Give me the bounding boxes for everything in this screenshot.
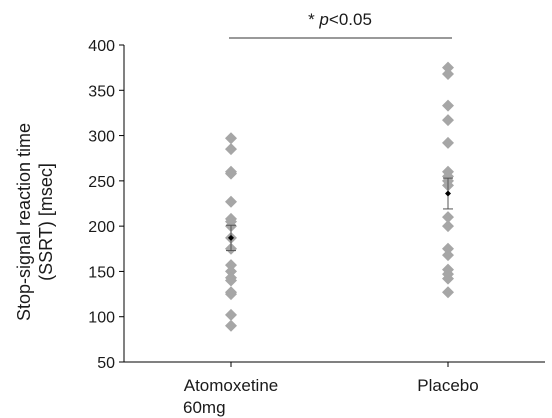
significance-label: * p<0.05 bbox=[308, 10, 372, 29]
data-point bbox=[225, 265, 237, 278]
y-tick-label: 400 bbox=[88, 38, 115, 55]
data-point bbox=[442, 272, 454, 285]
significance-p: p bbox=[318, 10, 328, 29]
significance-annotation: * p<0.05 bbox=[229, 10, 452, 39]
data-point bbox=[442, 136, 454, 149]
data-point bbox=[442, 99, 454, 112]
y-tick-label: 300 bbox=[88, 129, 115, 146]
data-point bbox=[225, 308, 237, 321]
data-point bbox=[442, 249, 454, 262]
data-point bbox=[225, 143, 237, 156]
data-point bbox=[442, 67, 454, 80]
data-point bbox=[225, 167, 237, 180]
data-point bbox=[442, 61, 454, 74]
data-point bbox=[225, 288, 237, 301]
x-categories: Atomoxetine 60mg Placebo bbox=[183, 362, 479, 417]
y-tick-label: 150 bbox=[88, 264, 115, 281]
data-point bbox=[225, 259, 237, 272]
data-point bbox=[225, 274, 237, 287]
data-points bbox=[225, 61, 454, 332]
data-point bbox=[225, 132, 237, 145]
mean-marker bbox=[228, 234, 234, 241]
y-axis-label: Stop-signal reaction time (SSRT) [msec] bbox=[14, 123, 56, 321]
y-tick-label: 250 bbox=[88, 174, 115, 191]
x-category-label-line2: 60mg bbox=[183, 398, 226, 417]
data-point bbox=[442, 242, 454, 255]
data-point bbox=[442, 211, 454, 224]
y-tick-label: 100 bbox=[88, 310, 115, 327]
significance-star: * bbox=[308, 10, 319, 29]
data-point bbox=[442, 220, 454, 233]
data-point bbox=[225, 319, 237, 332]
y-tick-label: 350 bbox=[88, 83, 115, 100]
significance-threshold: <0.05 bbox=[329, 10, 372, 29]
data-point bbox=[442, 286, 454, 299]
mean-marker bbox=[445, 190, 451, 197]
x-category-label: Placebo bbox=[417, 376, 478, 395]
data-point bbox=[442, 114, 454, 127]
y-axis-label-line2: (SSRT) [msec] bbox=[36, 163, 56, 281]
y-tick-label: 50 bbox=[97, 355, 115, 372]
y-tick-label: 200 bbox=[88, 219, 115, 236]
y-ticks: 50 100 150 200 250 300 350 400 bbox=[88, 38, 124, 372]
x-category-label: Atomoxetine bbox=[184, 376, 279, 395]
mean-markers bbox=[226, 177, 453, 252]
y-axis-label-line1: Stop-signal reaction time bbox=[14, 123, 34, 321]
data-point bbox=[225, 195, 237, 208]
